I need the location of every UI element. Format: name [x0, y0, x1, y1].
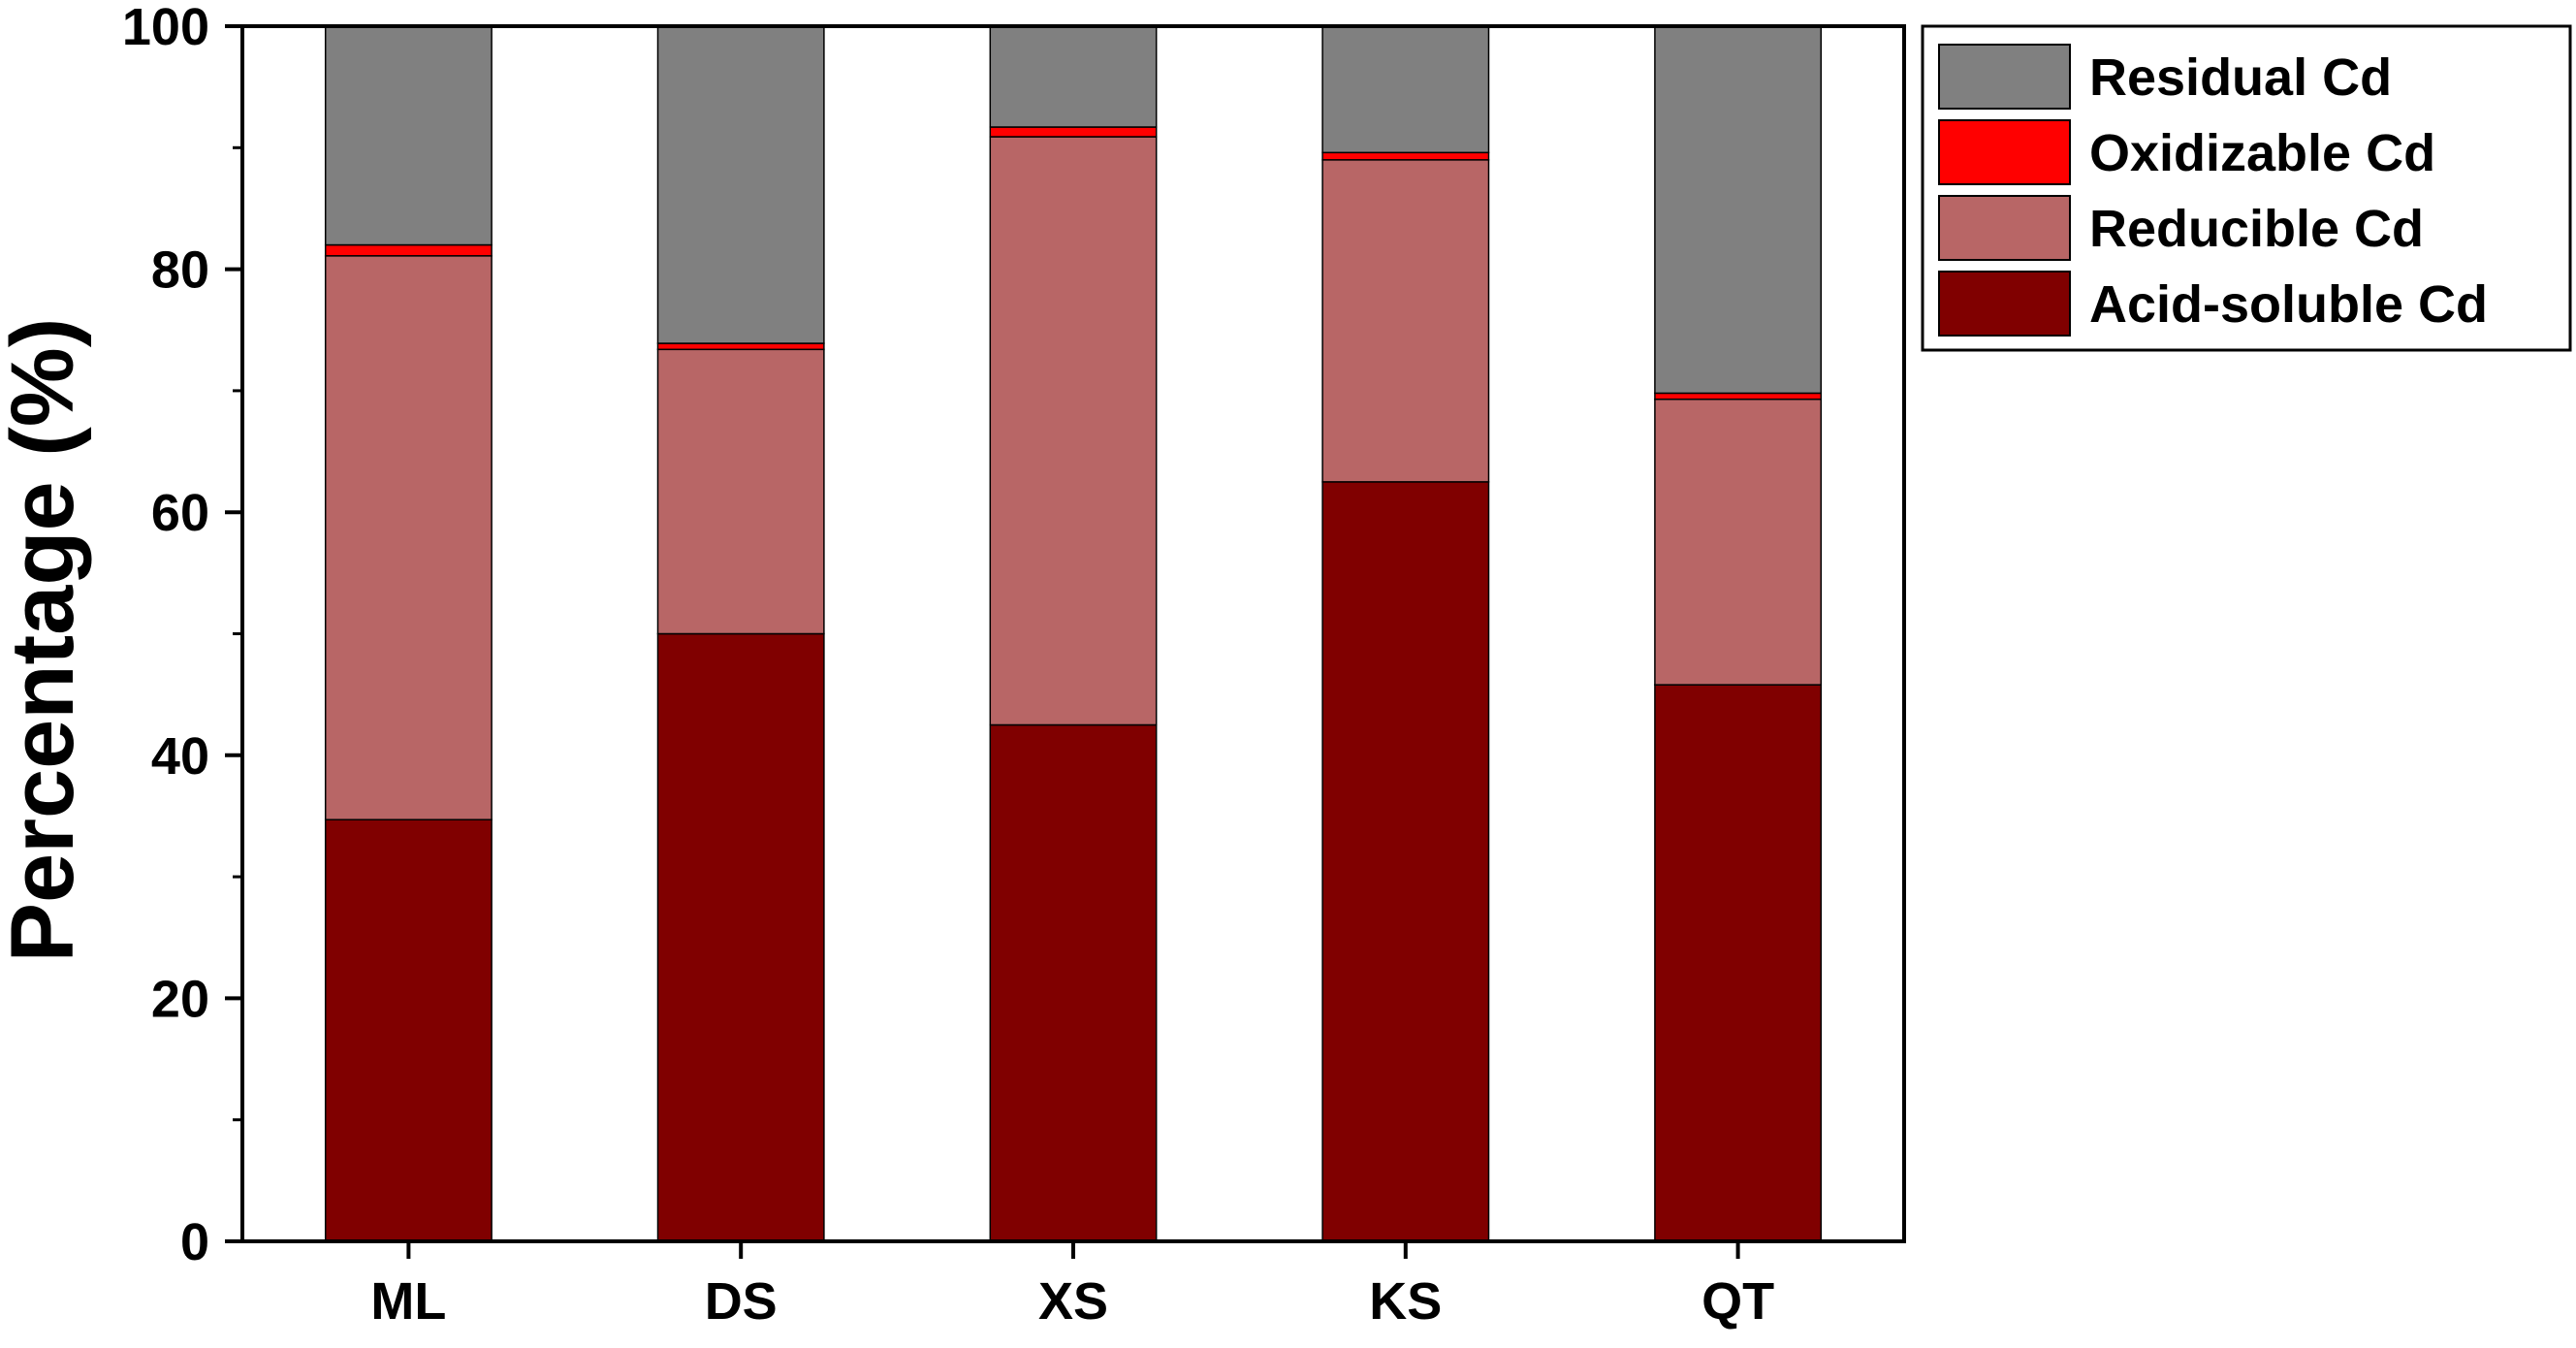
bar-segment-reducible-cd-ds	[656, 348, 825, 635]
bar-segment-oxidizable-cd-qt	[1654, 392, 1823, 401]
legend-swatch	[1938, 44, 2071, 110]
bar-segment-oxidizable-cd-ml	[324, 243, 493, 257]
bar-segment-acid-soluble-cd-ds	[656, 632, 825, 1242]
bar-segment-oxidizable-cd-ds	[656, 342, 825, 351]
y-tick-label: 80	[151, 241, 209, 300]
x-tick-label: KS	[1369, 1272, 1442, 1331]
x-tick-label: DS	[705, 1272, 778, 1331]
bar-segment-residual-cd-qt	[1654, 25, 1823, 395]
bar-segment-oxidizable-cd-ks	[1321, 151, 1490, 161]
bar-segment-acid-soluble-cd-ks	[1321, 481, 1490, 1242]
bar-segment-residual-cd-ml	[324, 25, 493, 246]
bar-segment-reducible-cd-ml	[324, 255, 493, 820]
y-axis: Percentage (%) 0 20 40 60 80 100	[0, 0, 242, 1271]
x-tick-label: QT	[1701, 1272, 1774, 1331]
legend: Residual Cd Oxidizable Cd Reducible Cd Acid…	[1921, 24, 2572, 352]
x-tick-labels: ML DS XS KS QT	[370, 1241, 1774, 1331]
legend-label: Residual Cd	[2089, 48, 2392, 107]
legend-label: Oxidizable Cd	[2089, 124, 2435, 182]
bar-segment-acid-soluble-cd-xs	[989, 723, 1158, 1242]
bar-segment-residual-cd-xs	[989, 25, 1158, 128]
y-ticks: 0 20 40 60 80 100	[122, 0, 242, 1271]
bar-segment-reducible-cd-qt	[1654, 398, 1823, 686]
bar-segment-acid-soluble-cd-ml	[324, 818, 493, 1242]
bars	[324, 25, 1823, 1242]
y-tick-label: 0	[180, 1213, 209, 1271]
legend-label: Reducible Cd	[2089, 200, 2424, 258]
bar-segment-residual-cd-ks	[1321, 25, 1490, 154]
legend-swatch	[1938, 271, 2071, 337]
plot-frame	[240, 24, 1906, 1243]
legend-label: Acid-soluble Cd	[2089, 275, 2488, 334]
bar-segment-reducible-cd-ks	[1321, 159, 1490, 483]
bar-segment-reducible-cd-xs	[989, 136, 1158, 726]
x-tick-label: ML	[370, 1272, 446, 1331]
y-tick-label: 100	[122, 0, 209, 56]
y-axis-label: Percentage (%)	[0, 318, 92, 963]
bar-segment-residual-cd-ds	[656, 25, 825, 344]
legend-swatch	[1938, 119, 2071, 185]
y-tick-label: 60	[151, 484, 209, 542]
y-tick-label: 20	[151, 970, 209, 1028]
legend-swatch	[1938, 195, 2071, 261]
x-tick-label: XS	[1038, 1272, 1108, 1331]
y-tick-label: 40	[151, 727, 209, 786]
bar-segment-acid-soluble-cd-qt	[1654, 684, 1823, 1242]
bar-segment-oxidizable-cd-xs	[989, 126, 1158, 138]
